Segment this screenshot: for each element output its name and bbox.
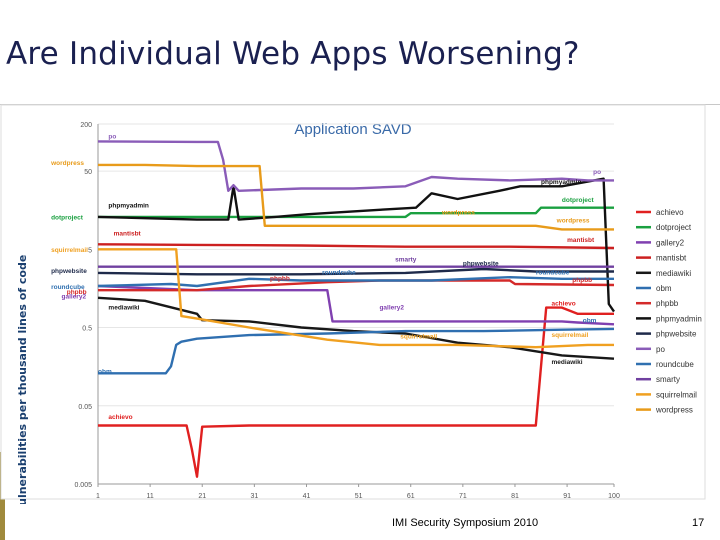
legend-label-mediawiki: mediawiki xyxy=(656,269,691,278)
series-annotation: mediawiki xyxy=(551,359,582,366)
legend-label-smarty: smarty xyxy=(656,375,680,384)
y-tick-label: 0.5 xyxy=(82,326,92,333)
legend-label-po: po xyxy=(656,345,665,354)
x-tick-label: 71 xyxy=(459,493,467,500)
x-tick-label: 81 xyxy=(511,493,519,500)
series-annotation: wordpress xyxy=(441,209,475,216)
series-annotation: phpbb xyxy=(572,277,592,284)
legend-label-dotproject: dotproject xyxy=(656,223,692,232)
series-annotation: phpbb xyxy=(270,275,290,282)
legend-label-phpwebsite: phpwebsite xyxy=(656,330,697,339)
series-annotation: squirrelmail xyxy=(551,332,588,339)
x-tick-label: 51 xyxy=(355,493,363,500)
series-line-phpmyadmin xyxy=(97,177,615,313)
x-tick-label: 1 xyxy=(96,493,100,500)
series-annotation: po xyxy=(108,134,116,141)
series-line-mantisbt xyxy=(97,243,615,250)
x-tick-label: 41 xyxy=(303,493,311,500)
series-line-achievo xyxy=(98,306,614,478)
series-line-squirrelmail xyxy=(98,248,614,349)
legend-label-phpbb: phpbb xyxy=(656,299,679,308)
series-annotation: squirrelmail xyxy=(51,247,88,254)
y-tick-label: 5 xyxy=(88,247,92,254)
series-annotation: po xyxy=(593,169,601,176)
y-tick-label: 50 xyxy=(84,169,92,176)
series-annotation: dotproject xyxy=(562,197,595,204)
series-annotation: mantisbt xyxy=(567,237,595,244)
series-annotation: gallery2 xyxy=(379,305,404,312)
x-tick-label: 11 xyxy=(146,493,153,500)
series-annotation: gallery2 xyxy=(62,293,87,300)
series-annotation: roundcube xyxy=(322,269,356,276)
legend-label-mantisbt: mantisbt xyxy=(656,254,687,263)
series-annotation: mantisbt xyxy=(114,231,142,238)
series-annotation: phpmyadmin xyxy=(108,203,148,210)
legend-label-achievo: achievo xyxy=(656,208,684,217)
x-tick-label: 31 xyxy=(250,493,258,500)
x-tick-label: 100 xyxy=(608,493,620,500)
x-tick-label: 61 xyxy=(407,493,415,500)
series-line-roundcube xyxy=(97,275,614,288)
series-line-wordpress xyxy=(98,163,614,231)
y-axis-label: Vulnerabilities per thousand lines of co… xyxy=(16,255,29,504)
series-annotation: smarty xyxy=(395,256,417,263)
chart-title: Application SAVD xyxy=(294,121,411,138)
legend-label-wordpress: wordpress xyxy=(655,406,693,415)
series-annotation: squirrelmail xyxy=(400,334,437,341)
y-tick-label: 0.05 xyxy=(78,404,92,411)
legend-label-gallery2: gallery2 xyxy=(656,238,685,247)
series-annotation: phpmyadmin xyxy=(541,179,581,186)
x-tick-label: 21 xyxy=(198,493,206,500)
footer-text: IMI Security Symposium 2010 xyxy=(392,517,539,529)
page-number: 17 xyxy=(692,517,705,529)
x-tick-label: 91 xyxy=(563,493,571,500)
legend-label-roundcube: roundcube xyxy=(656,360,694,369)
series-annotation: achievo xyxy=(108,414,132,421)
legend-label-obm: obm xyxy=(656,284,672,293)
series-line-phpwebsite xyxy=(97,267,614,276)
series-line-dotproject xyxy=(98,206,614,219)
y-tick-label: 200 xyxy=(80,122,92,129)
series-line-obm xyxy=(98,327,615,375)
series-annotation: achievo xyxy=(551,301,575,308)
series-annotation: obm xyxy=(583,318,597,325)
series-annotation: dotproject xyxy=(51,215,84,222)
series-annotation: phpbb xyxy=(67,289,87,296)
slide-title: Are Individual Web Apps Worsening? xyxy=(6,36,580,72)
series-annotation: phpwebsite xyxy=(463,261,499,268)
series-line-mediawiki xyxy=(97,296,615,360)
legend-label-phpmyadmin: phpmyadmin xyxy=(656,314,702,323)
y-tick-label: 0.005 xyxy=(74,482,92,489)
series-line-po xyxy=(97,140,614,193)
series-annotation: wordpress xyxy=(50,160,84,167)
legend-label-squirrelmail: squirrelmail xyxy=(656,390,697,399)
series-annotation: phpwebsite xyxy=(51,268,87,275)
series-annotation: mediawiki xyxy=(108,305,139,312)
series-annotation: wordpress xyxy=(556,218,590,225)
series-annotation: roundcube xyxy=(51,284,85,291)
series-annotation: roundcube xyxy=(536,269,570,276)
series-annotation: obm xyxy=(98,368,112,375)
